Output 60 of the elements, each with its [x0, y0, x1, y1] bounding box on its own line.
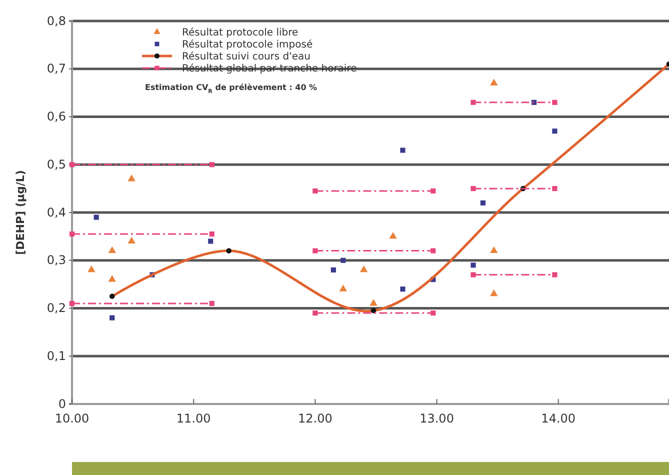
point: [400, 286, 406, 292]
y-tick-label: 0,7: [46, 62, 66, 76]
point: [312, 188, 318, 194]
point: [490, 78, 498, 86]
point: [339, 284, 348, 292]
x-tick-label: 11.00: [176, 412, 211, 426]
point: [69, 231, 75, 237]
point: [430, 188, 436, 194]
point: [209, 162, 214, 168]
x-tick-label: 13.00: [420, 412, 454, 426]
point: [69, 300, 75, 306]
x-tick-label: 14.00: [541, 412, 576, 426]
point: [340, 258, 346, 263]
legend-label: Résultat protocole libre: [182, 28, 298, 38]
point: [552, 272, 558, 278]
y-tick-label: 0,8: [46, 14, 66, 28]
y-tick-label: 0,4: [46, 205, 66, 220]
annotation: Estimation CV$_{R}$ de prélèvement : 40 %: [145, 83, 318, 95]
point: [360, 265, 368, 272]
point: [470, 186, 476, 192]
point: [128, 236, 136, 244]
legend-label: Résultat suivi cours d'eau: [182, 52, 310, 62]
point: [110, 315, 115, 320]
point: [312, 248, 318, 254]
y-tick-label: 0,5: [46, 157, 66, 172]
point: [400, 148, 406, 153]
y-tick-label: 0,1: [46, 348, 66, 363]
legend-label: Résultat protocole imposé: [182, 40, 313, 50]
point: [552, 128, 558, 134]
point: [108, 275, 116, 282]
point: [330, 267, 336, 272]
point: [208, 238, 214, 244]
point: [552, 100, 558, 105]
x-tick-label: 10.00: [54, 412, 90, 426]
y-tick-label: 0,6: [46, 110, 66, 124]
point: [209, 231, 214, 237]
y-tick-label: 0,2: [46, 301, 66, 316]
legend-label: Résultat global par tranche horaire: [182, 64, 357, 74]
point: [490, 289, 498, 296]
x-tick-label: 12.00: [298, 412, 332, 426]
point: [128, 174, 136, 182]
point: [490, 246, 498, 254]
point: [430, 248, 436, 254]
point: [470, 262, 476, 268]
point: [552, 186, 558, 192]
y-axis-title: [DEHP] (µg/L): [14, 170, 27, 255]
point: [480, 200, 486, 206]
point: [389, 232, 397, 239]
point: [370, 298, 378, 306]
point: [88, 265, 96, 272]
point: [470, 272, 476, 278]
point: [312, 310, 318, 316]
point: [470, 100, 476, 105]
y-tick-label: 0,3: [46, 253, 66, 268]
point: [108, 246, 116, 254]
point: [69, 162, 75, 168]
point: [209, 300, 214, 306]
point: [430, 310, 436, 316]
y-tick-label: 0: [58, 396, 66, 411]
point: [94, 214, 99, 220]
